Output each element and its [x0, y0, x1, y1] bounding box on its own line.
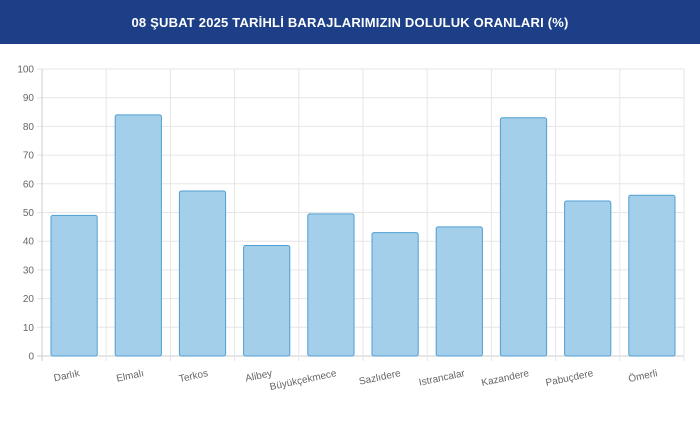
y-tick-label: 50 — [23, 208, 35, 219]
bar-pabuçdere[interactable] — [564, 200, 612, 357]
x-tick-label: Kazandere — [481, 368, 531, 389]
bar-elmalı[interactable] — [114, 114, 162, 357]
x-tick-label: Istrancalar — [418, 368, 467, 389]
chart-title: 08 ŞUBAT 2025 TARİHLİ BARAJLARIMIZIN DOL… — [131, 14, 569, 30]
x-tick-label: Pabuçdere — [545, 368, 595, 389]
chart-area: 0 10 20 30 40 50 60 70 80 90 100 Darlık Elmalı Terko… — [0, 44, 700, 429]
bar-terkos[interactable] — [178, 190, 227, 357]
chart-header: 08 ŞUBAT 2025 TARİHLİ BARAJLARIMIZIN DOL… — [0, 0, 700, 44]
bar-kazandere[interactable] — [499, 117, 548, 357]
x-tick-label: Darlık — [53, 368, 82, 384]
x-tick-label: Ömerli — [627, 367, 658, 385]
y-tick-label: 10 — [23, 323, 35, 334]
y-tick-label: 70 — [23, 151, 35, 162]
x-tick-label: Sazlıdere — [358, 368, 402, 388]
bars — [50, 114, 676, 357]
bar-büyükçekmece[interactable] — [307, 213, 355, 357]
bar-ömerli[interactable] — [628, 194, 676, 357]
y-axis-ticks: 0 10 20 30 40 50 60 70 80 90 100 — [17, 65, 34, 363]
bar-chart: 0 10 20 30 40 50 60 70 80 90 100 Darlık Elmalı Terko… — [17, 65, 685, 393]
bar-sazlıdere[interactable] — [371, 232, 419, 357]
bar-darlık[interactable] — [50, 214, 98, 357]
y-tick-label: 60 — [23, 179, 35, 190]
x-tick-label: Elmalı — [115, 368, 144, 385]
y-tick-label: 100 — [17, 65, 34, 76]
bar-istrancalar[interactable] — [435, 226, 483, 357]
x-tick-label: Büyükçekmece — [269, 368, 338, 393]
y-tick-label: 80 — [23, 122, 35, 133]
y-tick-label: 40 — [23, 237, 35, 248]
x-tick-label: Terkos — [178, 368, 209, 385]
y-tick-label: 20 — [23, 294, 35, 305]
y-tick-label: 30 — [23, 265, 35, 276]
bar-alibey[interactable] — [243, 245, 291, 357]
y-tick-label: 90 — [23, 93, 35, 104]
y-tick-label: 0 — [28, 352, 34, 363]
